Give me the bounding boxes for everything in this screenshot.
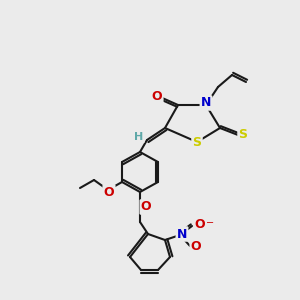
Text: O: O: [191, 239, 201, 253]
Text: O: O: [195, 218, 205, 230]
Text: O: O: [141, 200, 151, 214]
Text: S: S: [193, 136, 202, 149]
Text: N: N: [201, 97, 211, 110]
Text: S: S: [238, 128, 247, 142]
Text: O: O: [104, 185, 114, 199]
Text: −: −: [206, 218, 214, 228]
Text: O: O: [152, 89, 162, 103]
Text: H: H: [134, 132, 144, 142]
Text: N: N: [177, 227, 187, 241]
